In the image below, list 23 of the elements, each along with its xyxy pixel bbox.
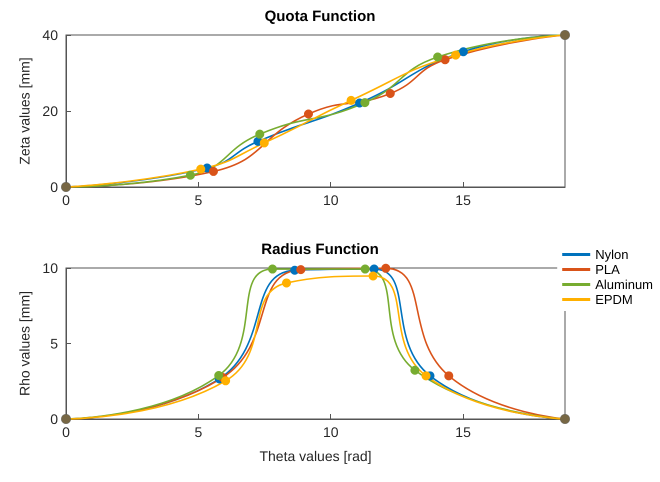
- legend-label: Nylon: [595, 247, 628, 262]
- x-tick-label: 15: [455, 424, 472, 440]
- legend-label: EPDM: [595, 292, 633, 307]
- y-tick-label: 40: [42, 27, 58, 43]
- y-axis-title: Rho values [mm]: [16, 290, 33, 396]
- x-tick-label: 0: [62, 192, 70, 208]
- legend-label: PLA: [595, 262, 620, 277]
- y-tick-label: 20: [42, 103, 58, 119]
- y-tick-label: 5: [50, 336, 58, 352]
- x-tick-label: 0: [62, 424, 70, 440]
- chart-title: Radius Function: [261, 241, 379, 258]
- y-axis-title: Zeta values [mm]: [16, 57, 33, 165]
- x-tick-label: 5: [194, 192, 202, 208]
- x-tick-label: 10: [322, 192, 339, 208]
- y-tick-label: 0: [50, 179, 58, 195]
- x-tick-label: 10: [322, 424, 339, 440]
- x-tick-label: 15: [455, 192, 472, 208]
- legend-label: Aluminum: [595, 277, 653, 292]
- chart-title: Quota Function: [264, 8, 376, 25]
- x-tick-label: 5: [194, 424, 202, 440]
- y-tick-label: 0: [50, 411, 58, 427]
- y-tick-label: 10: [42, 260, 58, 276]
- x-axis-title: Theta values [rad]: [259, 448, 372, 464]
